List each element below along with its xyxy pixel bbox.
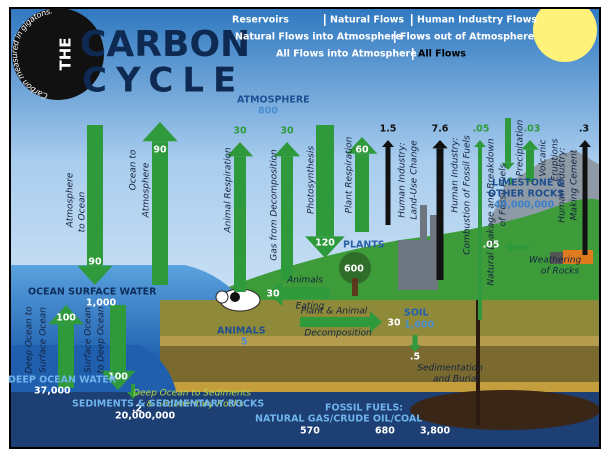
flow-amount: .5 bbox=[410, 352, 420, 363]
reservoir-name: FOSSIL FUELS: bbox=[325, 403, 403, 414]
reservoir-amount: 1,000 bbox=[86, 298, 116, 309]
nav-link[interactable]: Natural Flows into Atmosphere bbox=[235, 32, 402, 43]
reservoir-amount: 5 bbox=[241, 337, 248, 348]
flow-amount: 100 bbox=[56, 313, 76, 324]
soil-layer bbox=[160, 346, 600, 382]
reservoir-name: ATMOSPHERE bbox=[237, 95, 310, 106]
flow-amount: 30 bbox=[266, 289, 280, 300]
smokestack bbox=[420, 205, 427, 245]
reservoir-name: DEEP OCEAN WATER bbox=[8, 375, 117, 386]
flow-amount: 90 bbox=[153, 145, 167, 156]
flow-label: Volcanic bbox=[539, 139, 549, 176]
nav-link[interactable]: Flows out of Atmosphere bbox=[400, 32, 534, 43]
title-carbon: CARBON bbox=[80, 24, 250, 65]
flow-amount: 30 bbox=[280, 126, 294, 137]
flow-label: and Burial bbox=[433, 375, 479, 385]
reservoir-amount: 600 bbox=[344, 264, 364, 275]
soil-layer bbox=[160, 336, 600, 346]
nav-link[interactable]: All Flows bbox=[418, 49, 466, 60]
flow-label: Weathering bbox=[529, 256, 582, 266]
flow-label: Deep Ocean to Sediments bbox=[133, 389, 251, 399]
factory bbox=[398, 240, 438, 290]
flow-amount: 90 bbox=[88, 257, 102, 268]
flow-label: Deep Ocean to bbox=[25, 306, 35, 374]
flow-label: Atmosphere bbox=[142, 162, 152, 218]
nav-link[interactable]: All Flows into Atmosphere bbox=[276, 49, 417, 60]
flow-amount: 30 bbox=[387, 318, 401, 329]
carbon-cycle-diagram: Carbon measured in gigatons. THE CARBON … bbox=[0, 0, 610, 456]
flow-label: Combustion of Fossil Fuels bbox=[463, 135, 473, 255]
flow-amount: .3 bbox=[579, 124, 589, 135]
reservoir-name: OTHER ROCKS bbox=[488, 189, 564, 200]
reservoir-amount: 20,000,000 bbox=[115, 411, 175, 422]
nav-link[interactable]: Natural Flows bbox=[330, 15, 404, 26]
flow-label: Land-Use Change bbox=[410, 140, 420, 220]
flow-label: Making Cement bbox=[570, 149, 580, 220]
flow-amount: .05 bbox=[483, 240, 500, 251]
flow-label: to Deep Ocean bbox=[97, 306, 107, 374]
fossil-fuel-deposit bbox=[410, 390, 600, 430]
flow-label: Natural Leakage and Breakdown bbox=[487, 138, 497, 285]
title-cycle: CYCLE bbox=[82, 61, 245, 101]
flow-label: of Rocks bbox=[541, 267, 579, 277]
tree-trunk bbox=[352, 278, 358, 296]
nav-separator bbox=[394, 31, 396, 43]
flow-label: Surface Ocean bbox=[39, 307, 49, 373]
reservoir-amount: 570 bbox=[300, 426, 320, 437]
reservoir-name: LIMESTONE & bbox=[492, 178, 565, 189]
flow-label: Human Industry: bbox=[451, 137, 461, 212]
flow-label: Animals bbox=[286, 276, 323, 286]
flow-label: Plant Respiration bbox=[345, 136, 355, 213]
reservoir-amount: 800 bbox=[258, 106, 278, 117]
flow-label: Human Industry: bbox=[398, 142, 408, 217]
flow-label: Surface Ocean bbox=[84, 307, 94, 373]
flow-label: to Ocean bbox=[78, 191, 88, 232]
flow-label: Plant & Animal bbox=[301, 307, 368, 317]
flow-amount: 7.6 bbox=[432, 124, 449, 135]
flow-label: Photosynthesis bbox=[307, 146, 317, 214]
flow-label: Decomposition bbox=[304, 329, 372, 339]
flow-amount: .05 bbox=[473, 124, 490, 135]
cow-head bbox=[216, 291, 228, 303]
reservoir-name: SEDIMENTS & SEDIMENTARY ROCKS bbox=[72, 399, 264, 410]
flow-label: Ocean to bbox=[129, 149, 139, 190]
title-the: THE bbox=[57, 37, 75, 70]
nav-separator bbox=[324, 14, 326, 26]
nav-link[interactable]: Reservoirs bbox=[232, 15, 289, 26]
reservoir-amount: 1,600 bbox=[404, 320, 434, 331]
smokestack bbox=[430, 215, 437, 245]
flow-label: Sedimentation bbox=[417, 364, 483, 374]
flow-amount: 30 bbox=[233, 126, 247, 137]
flow-amount: .03 bbox=[524, 124, 541, 135]
flow-label: Atmosphere bbox=[66, 172, 76, 228]
reservoir-name: NATURAL GAS/CRUDE OIL/COAL bbox=[255, 414, 422, 425]
cow-spot bbox=[230, 292, 240, 302]
flow-amount: 120 bbox=[315, 238, 335, 249]
reservoir-amount: 37,000 bbox=[34, 386, 71, 397]
reservoir-amount: 3,800 bbox=[420, 426, 450, 437]
sun bbox=[533, 0, 597, 62]
flow-label: Gas from Decomposition bbox=[270, 149, 280, 261]
reservoir-name: PLANTS bbox=[343, 240, 385, 251]
reservoir-amount: 680 bbox=[375, 426, 395, 437]
flow-label: Animal Respiration bbox=[224, 147, 234, 233]
reservoir-name: ANIMALS bbox=[217, 326, 266, 337]
reservoir-amount: 40,000,000 bbox=[494, 200, 554, 211]
nav-separator bbox=[411, 14, 413, 26]
reservoir-name: OCEAN SURFACE WATER bbox=[28, 287, 157, 298]
nav-separator bbox=[412, 48, 414, 60]
flow-amount: 60 bbox=[355, 145, 369, 156]
flow-amount: 1.5 bbox=[380, 124, 397, 135]
reservoir-name: SOIL bbox=[404, 308, 429, 319]
nav-link[interactable]: Human Industry Flows bbox=[417, 15, 537, 26]
